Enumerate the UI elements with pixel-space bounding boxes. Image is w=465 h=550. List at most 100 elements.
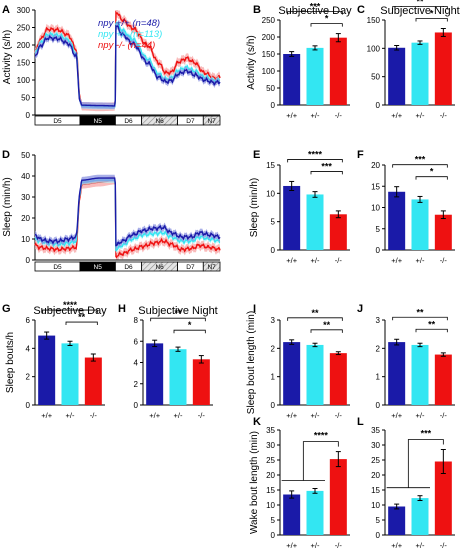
- sig-bracket: [173, 329, 206, 334]
- y-tick-label: 35: [371, 426, 380, 435]
- panel-letter: F: [357, 149, 364, 161]
- y-tick-label: 50: [21, 94, 30, 103]
- y-tick-label: 250: [262, 16, 276, 25]
- y-tick-label: 0: [376, 101, 381, 110]
- panel-letter: C: [357, 4, 365, 16]
- y-tick-label: 0: [271, 246, 276, 255]
- x-tick-label: +/+: [41, 411, 52, 420]
- y-tick-label: 250: [17, 24, 31, 33]
- sig-bracket: [415, 328, 448, 333]
- y-tick-label: 10: [266, 501, 275, 510]
- bar-wt: [388, 47, 406, 105]
- panel-letter: D: [2, 149, 10, 161]
- series-line-hom: [34, 10, 221, 108]
- sig-label: ***: [421, 429, 432, 439]
- y-tick-label: 2: [134, 380, 139, 389]
- sig-label: ***: [321, 161, 332, 171]
- y-tick-label: 0: [376, 246, 381, 255]
- bar-hom: [434, 32, 452, 105]
- x-tick-label: +/+: [149, 411, 160, 420]
- y-tick-label: 3: [271, 316, 276, 325]
- y-tick-label: 0: [271, 531, 276, 540]
- x-tick-label: +/-: [311, 541, 320, 550]
- y-tick-label: 5: [271, 516, 276, 525]
- bar-hom: [434, 461, 452, 535]
- bar-hom: [329, 214, 347, 250]
- legend-entry: npy +/- (n=113): [98, 29, 162, 40]
- sig-label: **: [311, 308, 319, 318]
- y-tick-label: 0: [271, 101, 276, 110]
- y-tick-label: 4: [26, 344, 31, 353]
- panel-letter: E: [253, 149, 260, 161]
- panel-letter: J: [357, 303, 363, 315]
- sig-label: *: [325, 14, 329, 24]
- period-label: D6: [124, 264, 133, 271]
- period-label: N5: [94, 264, 103, 271]
- period-label: N7: [207, 118, 216, 125]
- bar-wt: [388, 191, 406, 250]
- y-tick-label: 30: [266, 441, 275, 450]
- panel-title: Subjective Night: [138, 305, 218, 317]
- bar-wt: [146, 343, 164, 405]
- sig-bracket: [287, 11, 343, 15]
- x-tick-label: -/-: [440, 256, 448, 265]
- y-tick-label: 10: [266, 189, 275, 198]
- x-tick-label: +/+: [286, 541, 297, 550]
- x-tick-label: -/-: [90, 411, 98, 420]
- panel-b: B Subjective Day Activity (s/h) 0 50 100 150 20…: [246, 2, 352, 120]
- night-segment: [202, 115, 221, 126]
- y-tick-label: 100: [367, 44, 381, 53]
- y-tick-label: 15: [266, 486, 275, 495]
- bar-hom: [329, 459, 347, 535]
- y-tick-label: 20: [371, 471, 380, 480]
- bar-het: [169, 349, 187, 405]
- bar-wt: [283, 185, 301, 250]
- sig-bracket: [415, 18, 448, 22]
- y-tick-label: 200: [262, 33, 276, 42]
- panel-d: D Sleep (min/h) 0 10 20 30 40 50 D5 N5 D6 N6 D7 N7: [2, 149, 221, 272]
- y-axis-label: Activity (s/h): [246, 35, 257, 89]
- panel-letter: G: [2, 303, 11, 315]
- y-tick-label: 2: [26, 373, 31, 382]
- x-tick-label: -/-: [440, 111, 448, 120]
- y-tick-label: 150: [367, 16, 381, 25]
- x-tick-label: +/+: [391, 411, 402, 420]
- bar-hom: [192, 359, 210, 405]
- y-tick-label: 50: [266, 84, 275, 93]
- x-tick-label: +/-: [311, 256, 320, 265]
- bar-wt: [388, 506, 406, 535]
- sig-bracket: [310, 171, 343, 175]
- y-tick-label: 100: [262, 67, 276, 76]
- y-axis-label: Activity (s/h): [2, 30, 13, 84]
- sig-label: **: [416, 0, 424, 7]
- panel-title: Subjective Day: [33, 305, 107, 317]
- sig-bracket: [287, 159, 343, 163]
- sig-label: **: [428, 319, 436, 329]
- x-tick-label: -/-: [198, 411, 206, 420]
- sig-bracket: [392, 164, 448, 168]
- sig-bracket: [392, 316, 448, 321]
- y-axis-label: Sleep (min/h): [249, 178, 260, 237]
- panel-k: K Wake bout length (min) 0 5 10 15 20 25 30 35 +/+…: [249, 416, 350, 550]
- y-tick-label: 8: [134, 316, 139, 325]
- sig-label: **: [416, 307, 424, 317]
- y-tick-label: 5: [271, 218, 276, 227]
- bar-hom: [329, 353, 347, 405]
- panel-letter: B: [253, 4, 261, 16]
- panel-title: Subjective Day: [278, 5, 352, 17]
- sig-label: **: [323, 320, 331, 330]
- period-label: D7: [186, 118, 195, 125]
- sig-label: ****: [314, 431, 329, 441]
- period-label: N6: [155, 118, 164, 125]
- x-tick-label: +/-: [174, 411, 183, 420]
- y-axis-label: Sleep bout length (min): [246, 311, 257, 414]
- series-line-wt: [34, 177, 221, 247]
- period-label: D6: [124, 118, 133, 125]
- y-axis-label: Wake bout length (min): [249, 431, 260, 534]
- y-tick-label: 2: [271, 344, 276, 353]
- x-tick-label: +/+: [286, 256, 297, 265]
- sig-bracket: [302, 441, 339, 481]
- y-tick-label: 10: [371, 204, 380, 213]
